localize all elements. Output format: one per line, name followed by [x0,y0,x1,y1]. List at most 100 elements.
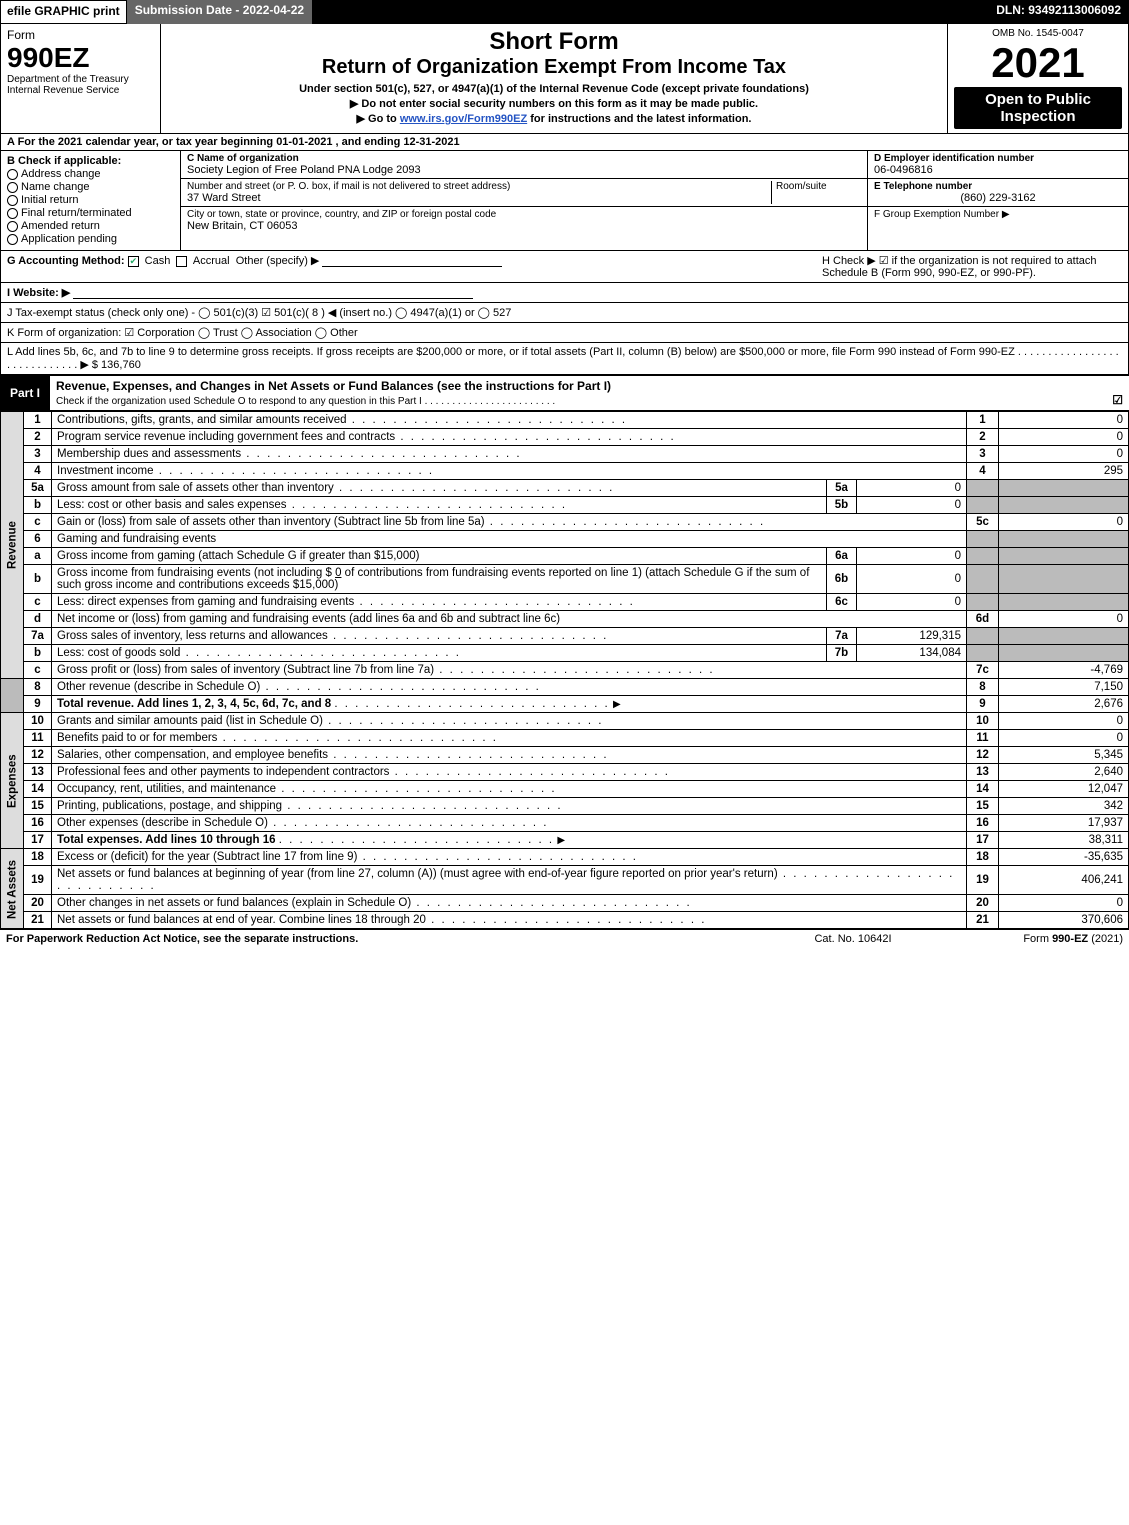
fundraising-underline-amt: 0 [335,567,341,579]
line-desc: Contributions, gifts, grants, and simila… [52,412,967,429]
check-label-text: Name change [21,181,90,193]
check-amended-return[interactable]: Amended return [7,220,174,232]
minibox-value: 0 [857,565,967,594]
minibox-label: 6b [827,565,857,594]
line-code: 6d [967,611,999,628]
line-desc: Other revenue (describe in Schedule O) [52,679,967,696]
line-num: 2 [24,429,52,446]
submission-date-label: Submission Date - 2022-04-22 [127,0,312,24]
line-desc: Professional fees and other payments to … [52,764,967,781]
org-name-label: C Name of organization [187,153,861,164]
line-amount-shaded [999,497,1129,514]
line-amount-shaded [999,645,1129,662]
line-amount: 370,606 [999,912,1129,929]
line-code: 16 [967,815,999,832]
line-desc: Membership dues and assessments [52,446,967,463]
check-name-change[interactable]: Name change [7,181,174,193]
line-desc: Gross profit or (loss) from sales of inv… [52,662,967,679]
line-desc: Other expenses (describe in Schedule O) [52,815,967,832]
line-num: 8 [24,679,52,696]
line-code-shaded [967,531,999,548]
line-desc: Gaming and fundraising events [52,531,967,548]
line-amount: 0 [999,611,1129,628]
line-code: 8 [967,679,999,696]
line-amount: 12,047 [999,781,1129,798]
form-number: 990EZ [7,42,154,74]
line-num: 20 [24,895,52,912]
form-header: Form 990EZ Department of the Treasury In… [0,24,1129,134]
check-address-change[interactable]: Address change [7,168,174,180]
line-code-shaded [967,548,999,565]
line-sub: a [24,548,52,565]
phone-value: (860) 229-3162 [874,192,1122,204]
irs-link[interactable]: www.irs.gov/Form990EZ [400,113,527,125]
line-code: 17 [967,832,999,849]
check-initial-return[interactable]: Initial return [7,194,174,206]
check-cash[interactable] [128,256,139,267]
line-amount-shaded [999,548,1129,565]
other-specify-field[interactable] [322,255,502,267]
line-desc: Occupancy, rent, utilities, and maintena… [52,781,967,798]
line-amount: 5,345 [999,747,1129,764]
tax-year: 2021 [954,39,1122,87]
check-accrual[interactable] [176,256,187,267]
line-desc: Gross amount from sale of assets other t… [52,480,827,497]
line-amount: 0 [999,429,1129,446]
efile-print-label[interactable]: efile GRAPHIC print [0,0,127,24]
minibox-label: 6a [827,548,857,565]
line-num: 17 [24,832,52,849]
website-field[interactable] [73,287,473,299]
irs-label: Internal Revenue Service [7,85,154,96]
footer-formref: Form 990-EZ (2021) [943,933,1123,945]
line-sub: b [24,497,52,514]
line-desc: Total expenses. Add lines 10 through 16 [52,832,967,849]
line-desc: Net assets or fund balances at beginning… [52,866,967,895]
check-final-return[interactable]: Final return/terminated [7,207,174,219]
street-label: Number and street (or P. O. box, if mail… [187,181,771,192]
line-code: 19 [967,866,999,895]
line-num: 4 [24,463,52,480]
row-j: J Tax-exempt status (check only one) - ◯… [0,303,1129,323]
check-label-text: Address change [21,168,101,180]
line-code: 20 [967,895,999,912]
part-1-header: Part I Revenue, Expenses, and Changes in… [0,375,1129,411]
line-amount: -4,769 [999,662,1129,679]
line-desc: Less: cost or other basis and sales expe… [52,497,827,514]
check-application-pending[interactable]: Application pending [7,233,174,245]
line-amount: 295 [999,463,1129,480]
line-desc: Net income or (loss) from gaming and fun… [52,611,967,628]
line-amount-shaded [999,565,1129,594]
city-value: New Britain, CT 06053 [187,220,861,232]
minibox-label: 5a [827,480,857,497]
line-code: 1 [967,412,999,429]
revenue-side-label: Revenue [1,412,24,679]
line-amount: 38,311 [999,832,1129,849]
minibox-value: 129,315 [857,628,967,645]
row-g-h: G Accounting Method: Cash Accrual Other … [0,251,1129,283]
top-bar: efile GRAPHIC print Submission Date - 20… [0,0,1129,24]
minibox-value: 0 [857,594,967,611]
section-def: D Employer identification number 06-0496… [868,151,1128,250]
minibox-label: 5b [827,497,857,514]
row-l-amount: $ 136,760 [92,359,141,371]
part-1-tab: Part I [0,383,50,403]
line-num: 3 [24,446,52,463]
header-left: Form 990EZ Department of the Treasury In… [1,24,161,133]
line-amount: 342 [999,798,1129,815]
line-num: 11 [24,730,52,747]
website-label: I Website: ▶ [7,287,70,299]
footer-paperwork: For Paperwork Reduction Act Notice, see … [6,933,763,945]
line-amount: 0 [999,895,1129,912]
section-bcdef-grid: B Check if applicable: Address change Na… [0,151,1129,251]
group-exemption-label: F Group Exemption Number ▶ [874,209,1122,220]
ein-value: 06-0496816 [874,164,1122,176]
no-ssn-instruction: ▶ Do not enter social security numbers o… [167,97,941,110]
line-code: 15 [967,798,999,815]
line-code: 18 [967,849,999,866]
accrual-label: Accrual [193,255,230,267]
line-desc: Gross sales of inventory, less returns a… [52,628,827,645]
line-code: 4 [967,463,999,480]
line-code-shaded [967,480,999,497]
schedule-o-checkbox[interactable]: ☑ [1112,393,1123,407]
line-amount: 0 [999,730,1129,747]
